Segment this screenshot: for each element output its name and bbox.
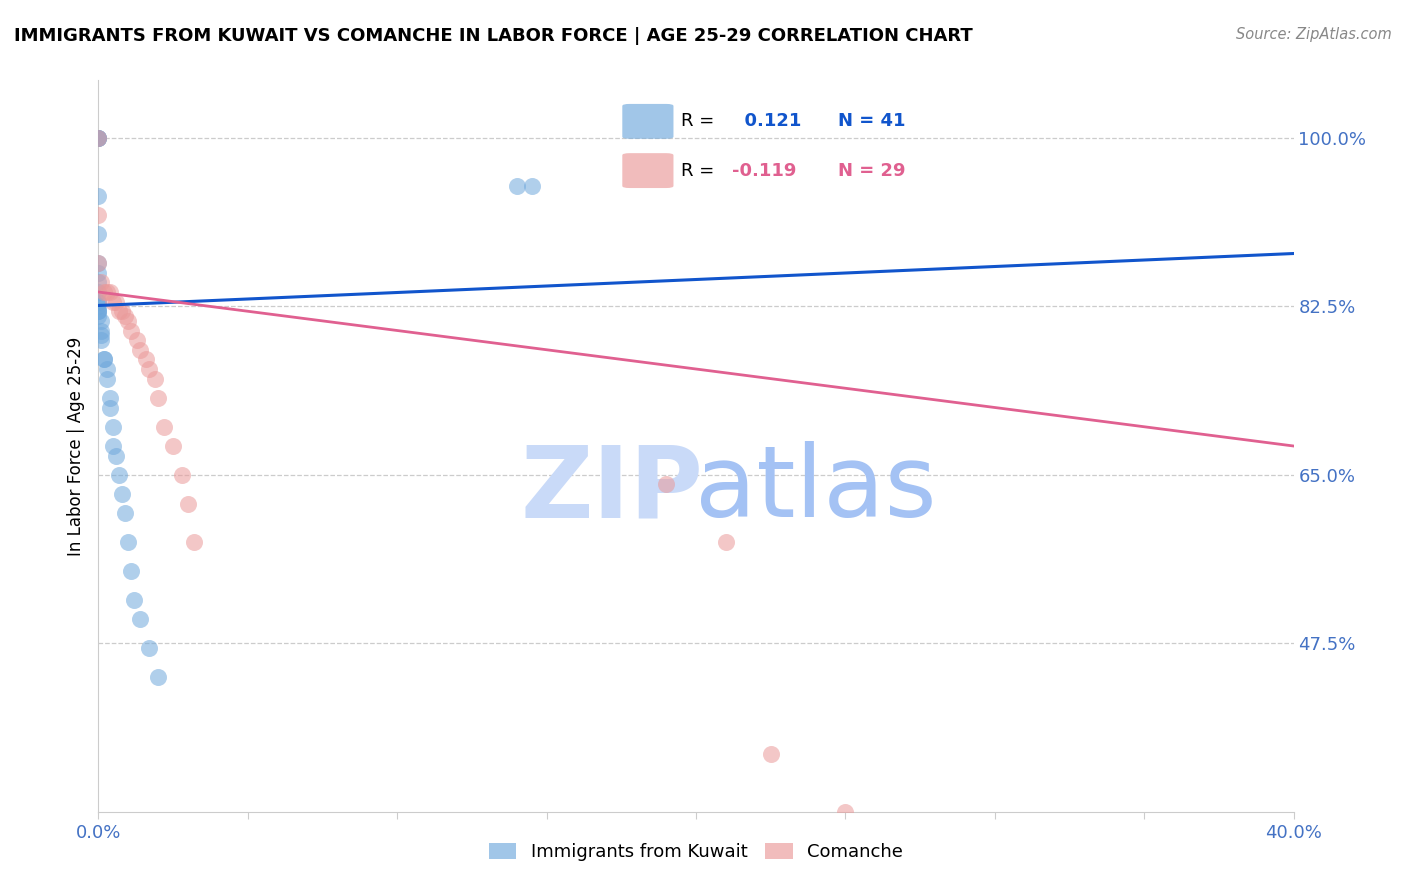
Point [98, 401, 122, 415]
Point [108, 304, 131, 318]
Point [148, 391, 170, 405]
Point [87, 304, 110, 318]
FancyBboxPatch shape [623, 104, 673, 139]
Point [129, 612, 152, 626]
Point [96, 362, 118, 376]
Point [655, 477, 678, 491]
Point [87, 304, 110, 318]
Point [114, 309, 136, 323]
Point [90, 324, 112, 338]
Point [138, 362, 160, 376]
Point [87, 266, 110, 280]
Text: -0.119: -0.119 [733, 161, 796, 179]
Point [87, 256, 110, 270]
Point [103, 439, 125, 453]
Point [129, 343, 152, 357]
Point [87, 256, 110, 270]
Point [117, 535, 139, 549]
Point [87, 227, 110, 242]
Point [105, 449, 128, 463]
Text: N = 29: N = 29 [838, 161, 905, 179]
Point [87, 304, 110, 318]
Point [143, 371, 166, 385]
Point [103, 294, 125, 309]
Point [520, 179, 543, 194]
Point [87, 276, 110, 290]
Point [138, 641, 160, 656]
Point [87, 131, 110, 145]
Point [111, 487, 134, 501]
Point [96, 285, 118, 299]
Y-axis label: In Labor Force | Age 25-29: In Labor Force | Age 25-29 [66, 336, 84, 556]
Point [87, 131, 110, 145]
Text: N = 41: N = 41 [838, 112, 905, 130]
Point [87, 131, 110, 145]
Point [93, 352, 115, 367]
Text: ZIP: ZIP [520, 442, 704, 539]
Point [135, 352, 157, 367]
Point [117, 314, 139, 328]
Point [87, 131, 110, 145]
Point [98, 391, 122, 405]
Point [90, 333, 112, 347]
Point [114, 507, 136, 521]
Point [87, 131, 110, 145]
Text: R =: R = [681, 161, 714, 179]
Point [87, 188, 110, 202]
Point [98, 285, 122, 299]
Text: R =: R = [681, 112, 714, 130]
Point [120, 324, 142, 338]
Point [111, 304, 134, 318]
Point [87, 294, 110, 309]
Point [87, 309, 110, 323]
Point [93, 352, 115, 367]
Point [177, 497, 200, 511]
Point [148, 670, 170, 684]
Point [87, 208, 110, 222]
Point [93, 285, 115, 299]
Text: Source: ZipAtlas.com: Source: ZipAtlas.com [1236, 27, 1392, 42]
FancyBboxPatch shape [623, 153, 673, 188]
Point [108, 467, 131, 482]
Point [834, 805, 856, 819]
Point [120, 564, 142, 578]
Point [105, 294, 128, 309]
Point [506, 179, 529, 194]
Point [90, 328, 112, 343]
Point [759, 747, 782, 761]
Text: IMMIGRANTS FROM KUWAIT VS COMANCHE IN LABOR FORCE | AGE 25-29 CORRELATION CHART: IMMIGRANTS FROM KUWAIT VS COMANCHE IN LA… [14, 27, 973, 45]
Point [714, 535, 737, 549]
Point [127, 333, 149, 347]
Point [162, 439, 184, 453]
Point [172, 467, 194, 482]
Point [90, 276, 112, 290]
Point [103, 419, 125, 434]
Point [90, 314, 112, 328]
Text: 0.121: 0.121 [733, 112, 801, 130]
Text: atlas: atlas [695, 442, 936, 539]
Point [124, 593, 146, 607]
Point [87, 300, 110, 314]
Point [96, 371, 118, 385]
Point [183, 535, 205, 549]
Legend: Immigrants from Kuwait, Comanche: Immigrants from Kuwait, Comanche [482, 836, 910, 869]
Point [87, 285, 110, 299]
Point [87, 294, 110, 309]
Point [153, 419, 176, 434]
